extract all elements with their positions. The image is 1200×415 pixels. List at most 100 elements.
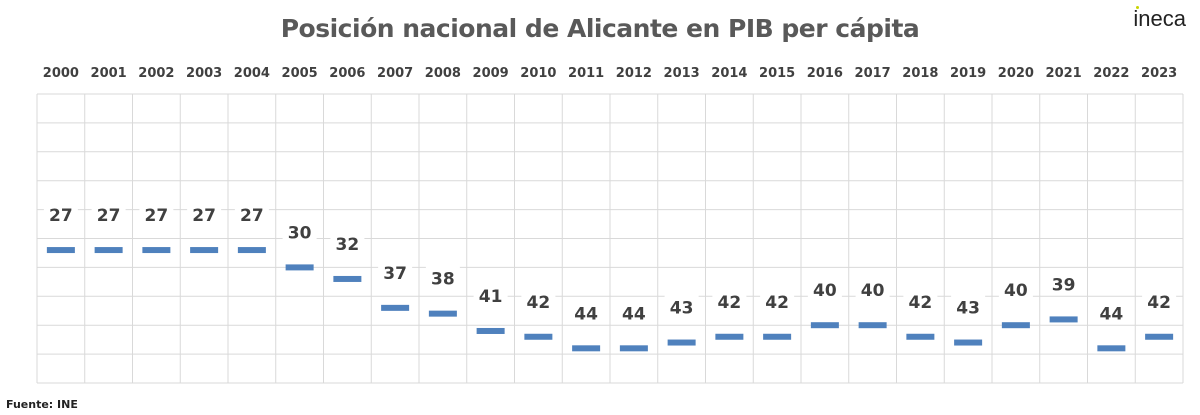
ineca-logo: ineca: [1133, 6, 1186, 31]
data-label: 40: [1004, 281, 1028, 301]
data-marker: [858, 322, 887, 329]
data-label-background: [1046, 271, 1081, 296]
data-label-background: [91, 202, 126, 227]
x-tick-label: 2013: [664, 66, 700, 81]
data-marker: [954, 339, 983, 346]
data-label: 42: [527, 293, 551, 313]
data-marker: [333, 275, 362, 282]
data-marker: [142, 247, 171, 254]
data-marker: [381, 304, 410, 311]
data-marker: [94, 247, 123, 254]
data-label-background: [998, 277, 1033, 302]
x-tick-label: 2005: [282, 66, 318, 81]
data-marker: [190, 247, 219, 254]
data-label: 42: [718, 293, 742, 313]
data-marker: [428, 310, 457, 317]
x-tick-label: 2022: [1093, 66, 1129, 81]
x-tick-label: 2023: [1141, 66, 1177, 81]
data-marker: [1049, 316, 1078, 323]
x-tick-label: 2007: [377, 66, 413, 81]
source-note: Fuente: INE: [6, 398, 78, 411]
data-label: 44: [574, 304, 598, 324]
x-tick-label: 2011: [568, 66, 604, 81]
data-label: 27: [49, 206, 73, 226]
data-label-background: [330, 230, 365, 255]
data-label: 30: [288, 223, 312, 243]
data-label: 27: [192, 206, 216, 226]
x-tick-label: 2019: [950, 66, 986, 81]
data-marker: [810, 322, 839, 329]
x-tick-label: 2010: [520, 66, 556, 81]
data-marker: [1001, 322, 1030, 329]
x-tick-label: 2018: [902, 66, 938, 81]
data-label-background: [616, 300, 651, 325]
data-label: 43: [670, 299, 694, 319]
data-label-background: [855, 277, 890, 302]
x-tick-label: 2014: [711, 66, 747, 81]
data-label-background: [282, 219, 317, 244]
data-label-background: [1142, 288, 1177, 313]
data-marker: [524, 333, 553, 340]
data-label-background: [425, 265, 460, 290]
x-tick-label: 2012: [616, 66, 652, 81]
data-marker: [285, 264, 314, 271]
x-tick-label: 2003: [186, 66, 222, 81]
data-label: 27: [240, 206, 264, 226]
data-label-background: [43, 202, 78, 227]
x-tick-label: 2001: [91, 66, 127, 81]
data-label: 42: [909, 293, 933, 313]
data-label-background: [1094, 300, 1129, 325]
data-label: 44: [1100, 304, 1124, 324]
x-tick-label: 2004: [234, 66, 270, 81]
data-label: 38: [431, 270, 455, 290]
data-marker: [1145, 333, 1174, 340]
data-label-background: [187, 202, 222, 227]
x-tick-label: 2009: [473, 66, 509, 81]
data-label: 32: [336, 235, 360, 255]
data-label-background: [569, 300, 604, 325]
x-tick-label: 2021: [1046, 66, 1082, 81]
data-label: 37: [383, 264, 407, 284]
x-tick-label: 2002: [138, 66, 174, 81]
data-marker: [906, 333, 935, 340]
x-tick-label: 2006: [329, 66, 365, 81]
data-label-background: [521, 288, 556, 313]
data-label-background: [760, 288, 795, 313]
chart-title: Posición nacional de Alicante en PIB per…: [280, 14, 920, 43]
data-marker: [476, 327, 505, 334]
x-tick-label: 2016: [807, 66, 843, 81]
data-label: 27: [145, 206, 169, 226]
data-label-background: [473, 282, 508, 307]
data-label-background: [234, 202, 269, 227]
data-label-background: [951, 294, 986, 319]
data-marker: [237, 247, 266, 254]
data-marker: [1097, 345, 1126, 352]
x-tick-label: 2015: [759, 66, 795, 81]
data-marker: [667, 339, 696, 346]
x-tick-label: 2000: [43, 66, 79, 81]
data-label: 42: [1147, 293, 1171, 313]
data-label-background: [903, 288, 938, 313]
data-label: 43: [956, 299, 980, 319]
data-marker: [763, 333, 792, 340]
data-marker: [619, 345, 648, 352]
x-tick-label: 2017: [855, 66, 891, 81]
data-label: 42: [765, 293, 789, 313]
data-marker: [572, 345, 601, 352]
data-label: 27: [97, 206, 121, 226]
data-label-background: [139, 202, 174, 227]
data-label-background: [378, 259, 413, 284]
data-label: 40: [861, 281, 885, 301]
data-marker: [46, 247, 75, 254]
data-marker: [715, 333, 744, 340]
data-label: 44: [622, 304, 646, 324]
data-label-background: [664, 294, 699, 319]
x-tick-label: 2008: [425, 66, 461, 81]
x-tick-label: 2020: [998, 66, 1034, 81]
data-label-background: [807, 277, 842, 302]
data-label: 39: [1052, 275, 1076, 295]
data-label-background: [712, 288, 747, 313]
data-label: 41: [479, 287, 503, 307]
